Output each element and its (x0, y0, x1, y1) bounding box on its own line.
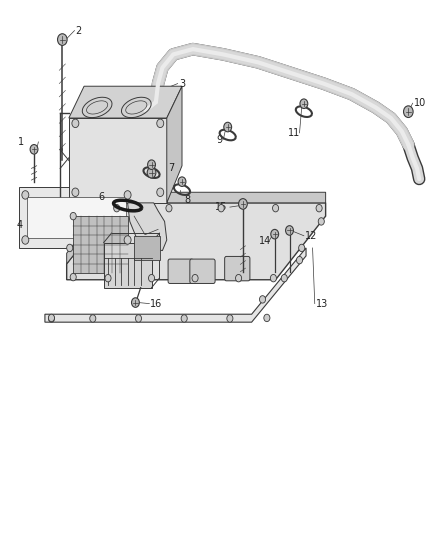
Circle shape (148, 274, 155, 282)
FancyBboxPatch shape (190, 259, 215, 284)
Text: 8: 8 (184, 195, 190, 205)
Polygon shape (167, 86, 182, 203)
Circle shape (57, 34, 67, 45)
Text: 1: 1 (18, 137, 24, 147)
Circle shape (48, 315, 54, 322)
Text: 15: 15 (215, 201, 227, 212)
Circle shape (281, 274, 287, 282)
Circle shape (22, 191, 29, 199)
Text: 14: 14 (259, 236, 271, 246)
Polygon shape (73, 216, 127, 273)
Circle shape (166, 205, 172, 212)
Text: 10: 10 (414, 98, 426, 108)
Circle shape (124, 191, 131, 199)
FancyBboxPatch shape (225, 256, 250, 281)
Circle shape (239, 199, 247, 209)
Polygon shape (45, 248, 306, 322)
Circle shape (70, 273, 76, 281)
Circle shape (30, 144, 38, 154)
Circle shape (131, 298, 139, 308)
Text: 4: 4 (16, 220, 22, 230)
Circle shape (124, 236, 131, 244)
Circle shape (22, 236, 29, 244)
Circle shape (181, 315, 187, 322)
Circle shape (147, 167, 156, 178)
Circle shape (316, 205, 322, 212)
Circle shape (148, 160, 155, 169)
Circle shape (72, 188, 79, 197)
Circle shape (297, 256, 303, 264)
Text: 2: 2 (75, 26, 81, 36)
Circle shape (90, 315, 96, 322)
Circle shape (105, 274, 111, 282)
Circle shape (114, 205, 120, 212)
Circle shape (135, 315, 141, 322)
Text: 3: 3 (179, 78, 185, 88)
Text: 5: 5 (120, 251, 126, 260)
Circle shape (72, 119, 79, 127)
Polygon shape (67, 203, 325, 280)
FancyBboxPatch shape (168, 259, 193, 284)
Circle shape (157, 119, 164, 127)
Circle shape (403, 106, 413, 117)
Circle shape (218, 205, 224, 212)
Bar (104, 243, 152, 288)
Polygon shape (127, 203, 167, 251)
Bar (27, 197, 126, 238)
Circle shape (192, 274, 198, 282)
Text: 6: 6 (98, 191, 104, 201)
Circle shape (299, 244, 305, 252)
Text: 7: 7 (168, 164, 174, 173)
Text: 9: 9 (216, 135, 222, 146)
Circle shape (264, 314, 270, 321)
Circle shape (236, 274, 242, 282)
Polygon shape (69, 86, 182, 118)
Circle shape (67, 244, 73, 252)
Bar (19, 187, 134, 248)
Circle shape (259, 296, 265, 303)
Circle shape (318, 217, 324, 225)
Circle shape (70, 213, 76, 220)
Text: 16: 16 (150, 298, 162, 309)
Circle shape (48, 314, 54, 321)
Circle shape (270, 274, 276, 282)
Circle shape (227, 315, 233, 322)
Polygon shape (69, 118, 167, 203)
Text: 13: 13 (316, 298, 328, 309)
Text: 12: 12 (305, 231, 318, 241)
Circle shape (300, 99, 308, 109)
Text: 11: 11 (288, 128, 300, 138)
Circle shape (224, 122, 232, 132)
Circle shape (286, 225, 293, 235)
Circle shape (178, 177, 186, 187)
Circle shape (272, 205, 279, 212)
Polygon shape (134, 236, 160, 260)
Circle shape (157, 188, 164, 197)
Polygon shape (67, 192, 325, 264)
Circle shape (271, 229, 279, 239)
